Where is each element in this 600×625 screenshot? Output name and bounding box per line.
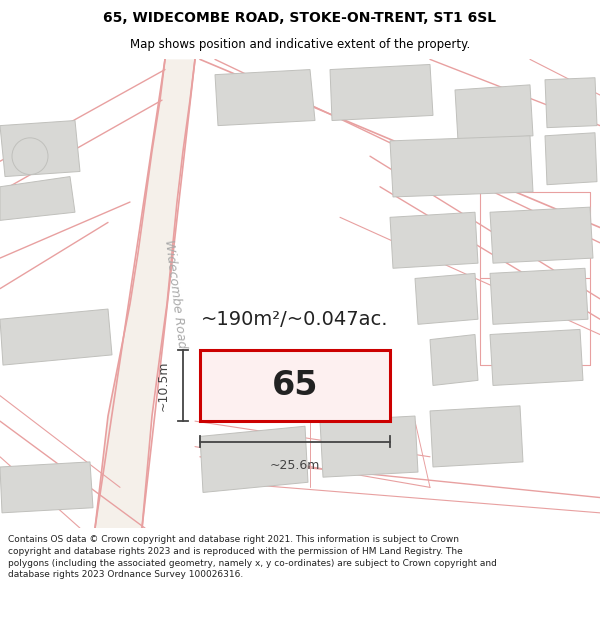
Polygon shape xyxy=(0,176,75,221)
Polygon shape xyxy=(430,406,523,467)
Text: Widecombe Road: Widecombe Road xyxy=(162,239,188,349)
Text: ~190m²/~0.047ac.: ~190m²/~0.047ac. xyxy=(201,310,389,329)
Text: Map shows position and indicative extent of the property.: Map shows position and indicative extent… xyxy=(130,38,470,51)
Polygon shape xyxy=(320,416,418,477)
Polygon shape xyxy=(0,462,93,513)
Polygon shape xyxy=(95,59,195,528)
Text: 65, WIDECOMBE ROAD, STOKE-ON-TRENT, ST1 6SL: 65, WIDECOMBE ROAD, STOKE-ON-TRENT, ST1 … xyxy=(103,11,497,25)
Polygon shape xyxy=(0,309,112,365)
Polygon shape xyxy=(490,207,593,263)
Polygon shape xyxy=(390,136,533,197)
Polygon shape xyxy=(490,268,588,324)
Polygon shape xyxy=(0,121,80,176)
Polygon shape xyxy=(430,334,478,386)
Text: ~10.5m: ~10.5m xyxy=(157,360,170,411)
Polygon shape xyxy=(545,132,597,185)
Bar xyxy=(200,350,390,421)
Polygon shape xyxy=(455,85,533,141)
Polygon shape xyxy=(415,273,478,324)
Polygon shape xyxy=(490,329,583,386)
Text: ~25.6m: ~25.6m xyxy=(270,459,320,472)
Polygon shape xyxy=(390,213,478,268)
Polygon shape xyxy=(200,426,308,493)
Text: Contains OS data © Crown copyright and database right 2021. This information is : Contains OS data © Crown copyright and d… xyxy=(8,535,497,579)
Text: 65: 65 xyxy=(272,369,318,402)
Polygon shape xyxy=(215,69,315,126)
Circle shape xyxy=(12,138,48,174)
Polygon shape xyxy=(330,64,433,121)
Polygon shape xyxy=(545,78,597,128)
